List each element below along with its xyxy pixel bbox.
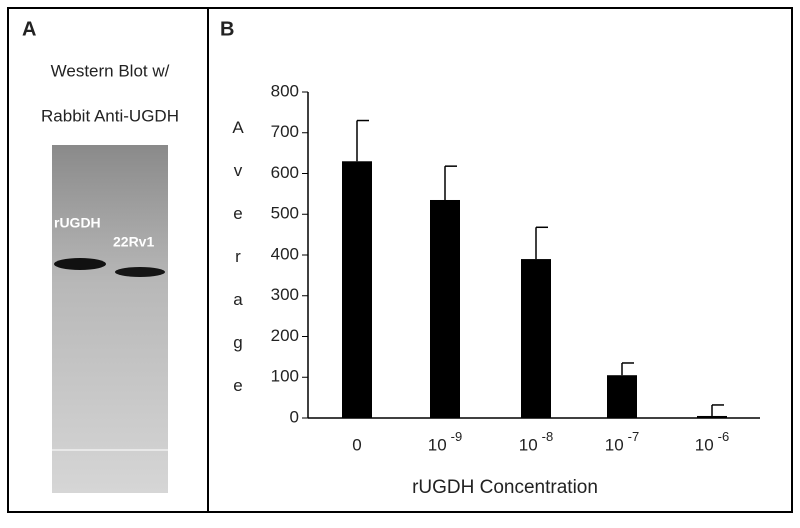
band-label: rUGDH [54, 215, 101, 231]
blot: rUGDH 22Rv1 [52, 145, 168, 493]
y-tick-label: 0 [290, 407, 299, 426]
x-tick-label: 0 [352, 435, 361, 454]
y-tick-label: 600 [271, 163, 299, 182]
bar [697, 415, 727, 418]
bar [430, 199, 460, 418]
bar [342, 161, 372, 418]
bar [521, 259, 551, 418]
x-tick-label: 10 -8 [519, 429, 553, 454]
y-tick-label: 700 [271, 122, 299, 141]
panel-label: A [22, 18, 36, 40]
x-tick-label: 10 -6 [695, 429, 729, 454]
y-axis-label: Average [229, 118, 248, 419]
y-tick-label: 400 [271, 244, 299, 263]
x-tick-label: 10 -9 [428, 429, 462, 454]
y-tick-label: 500 [271, 204, 299, 223]
blot-band [115, 267, 165, 277]
panel-b-frame [207, 7, 793, 513]
blot-title: Rabbit Anti-UGDH [41, 106, 179, 125]
panel-label: B [220, 18, 234, 40]
bar [607, 375, 637, 418]
blot-membrane [52, 145, 168, 493]
y-tick-label: 200 [271, 326, 299, 345]
band-label: 22Rv1 [113, 234, 154, 250]
y-tick-label: 300 [271, 285, 299, 304]
blot-band [54, 258, 106, 270]
blot-title: Western Blot w/ [51, 61, 170, 80]
x-tick-label: 10 -7 [605, 429, 639, 454]
y-tick-label: 800 [271, 81, 299, 100]
x-axis-label: rUGDH Concentration [412, 477, 598, 498]
y-tick-label: 100 [271, 367, 299, 386]
